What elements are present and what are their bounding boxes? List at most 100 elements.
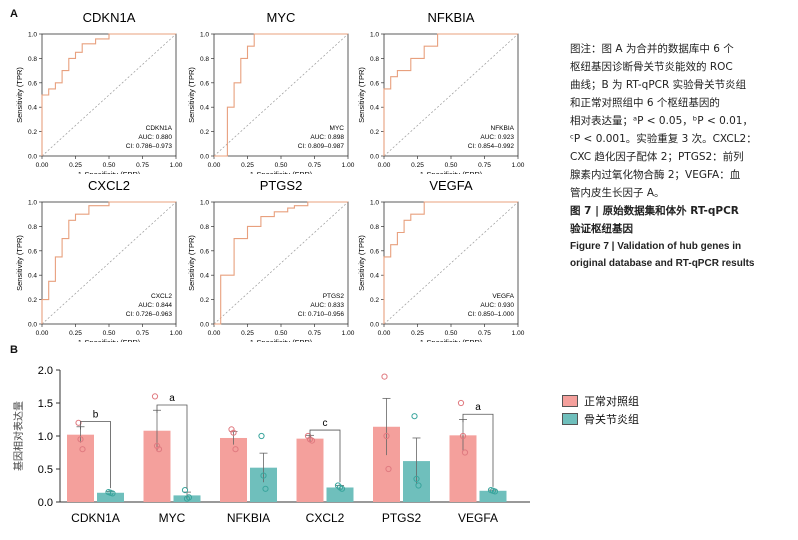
x-tick-label: 0.75 xyxy=(478,162,491,169)
y-tick-label: 0.0 xyxy=(200,154,209,161)
y-tick-label: 1.0 xyxy=(28,32,37,39)
y-tick-label: 1.0 xyxy=(200,32,209,39)
panel-a-label: A xyxy=(10,8,18,20)
bar xyxy=(326,487,354,502)
x-category-label: NFKBIA xyxy=(227,511,270,525)
x-tick-label: 0.50 xyxy=(275,162,288,169)
roc-chart-cxcl2: CXCL2 0.00 0.25 0.50 0.75 1.00 0.0 0.2 0.4 0.6 0.8… xyxy=(15,178,183,342)
data-point xyxy=(181,487,189,494)
x-tick-label: 1.00 xyxy=(342,162,355,169)
x-tick-label: 0.75 xyxy=(308,330,321,337)
x-tick-label: 1.00 xyxy=(170,162,183,169)
roc-auc-label: AUC: 0.844 xyxy=(138,302,172,309)
data-point xyxy=(260,472,267,479)
data-point xyxy=(338,485,346,492)
y-tick-label: 1.0 xyxy=(28,200,37,207)
y-tick-label: 1.0 xyxy=(370,200,379,207)
roc-title: MYC xyxy=(267,10,296,25)
roc-gene-label: CXCL2 xyxy=(151,293,172,300)
roc-auc-label: AUC: 0.898 xyxy=(310,134,344,141)
y-tick-label: 0.2 xyxy=(370,297,379,304)
x-tick-label: 0.75 xyxy=(308,162,321,169)
caption-line: 相对表达量；ᵃP < 0.05，ᵇP < 0.01， xyxy=(570,115,753,127)
x-tick-label: 0.50 xyxy=(445,162,458,169)
x-tick-label: 0.50 xyxy=(445,330,458,337)
data-point xyxy=(79,446,86,453)
caption-line: 和正常对照组中 6 个枢纽基因的 xyxy=(570,97,720,109)
roc-title: CDKN1A xyxy=(83,10,136,25)
caption-line: 枢纽基因诊断骨关节炎能效的 ROC xyxy=(570,61,733,73)
legend-swatch-control xyxy=(562,395,578,407)
roc-chart-ptgs2: PTGS2 0.00 0.25 0.50 0.75 1.00 0.0 0.2 0.4 0.6 0.8… xyxy=(187,178,355,342)
roc-curve xyxy=(383,33,518,156)
roc-curve xyxy=(214,33,348,157)
y-tick-label: 0.0 xyxy=(370,322,379,329)
significance-label: c xyxy=(323,418,328,429)
roc-gene-label: PTGS2 xyxy=(323,293,345,300)
roc-chart-cdkn1a: CDKN1A 0.00 0.25 0.50 0.75 1.00 0.0 0.2 0.4 0.6 0.… xyxy=(15,10,183,174)
x-axis-label: 1-Specificity (FPR) xyxy=(420,170,483,174)
data-point xyxy=(304,432,312,440)
x-axis-label: 1-Specificity (FPR) xyxy=(78,338,141,342)
x-category-label: CXCL2 xyxy=(306,511,345,525)
x-axis-label: 1-Specificity (FPR) xyxy=(250,338,313,342)
roc-ci-label: CI: 0.850–1.000 xyxy=(468,311,515,318)
x-tick-label: 0.50 xyxy=(275,330,288,337)
caption-line: 曲线；B 为 RT-qPCR 实验骨关节炎组 xyxy=(570,79,747,91)
y-axis-label: Sensitivity (TPR) xyxy=(187,67,196,123)
caption-line: CXC 趋化因子配体 2；PTGS2：前列 xyxy=(570,151,744,163)
roc-ci-label: CI: 0.786–0.973 xyxy=(126,143,173,150)
roc-title: VEGFA xyxy=(429,178,473,193)
x-category-label: VEGFA xyxy=(458,511,498,525)
data-point xyxy=(413,475,420,483)
y-tick-label: 0.0 xyxy=(28,322,37,329)
roc-ci-label: CI: 0.854–0.992 xyxy=(468,143,515,150)
figure-title-zh-cont: 验证枢纽基因 xyxy=(570,223,633,235)
roc-gene-label: CDKN1A xyxy=(146,125,173,132)
y-tick-label: 0.6 xyxy=(200,248,209,255)
roc-title: NFKBIA xyxy=(428,10,475,25)
significance-bracket xyxy=(156,404,188,489)
data-point xyxy=(75,419,82,426)
y-tick-label: 0.2 xyxy=(200,129,209,136)
data-point xyxy=(308,437,316,444)
roc-curve xyxy=(41,33,176,156)
bar xyxy=(479,490,507,502)
data-point xyxy=(459,432,467,440)
x-tick-label: 0.00 xyxy=(378,330,391,337)
data-point xyxy=(491,488,499,495)
y-tick-label: 0.2 xyxy=(200,297,209,304)
y-tick-label: 1.0 xyxy=(38,431,53,443)
y-tick-label: 0.8 xyxy=(200,56,209,63)
y-tick-label: 0.2 xyxy=(28,297,37,304)
data-point xyxy=(334,482,342,489)
x-tick-label: 1.00 xyxy=(512,330,525,337)
roc-chart-nfkbia: NFKBIA 0.00 0.25 0.50 0.75 1.00 0.0 0.2 0.4 0.6 0.… xyxy=(357,10,525,174)
roc-auc-label: AUC: 0.833 xyxy=(310,302,344,309)
y-tick-label: 0.4 xyxy=(28,273,37,280)
data-point xyxy=(415,482,422,489)
x-tick-label: 0.25 xyxy=(411,162,424,169)
legend-item-oa: 骨关节炎组 xyxy=(562,410,639,428)
x-tick-label: 0.00 xyxy=(378,162,391,169)
roc-title: CXCL2 xyxy=(88,178,130,193)
data-point xyxy=(109,490,116,497)
x-axis-label: 1-Specificity (FPR) xyxy=(78,170,141,174)
y-tick-label: 1.0 xyxy=(370,32,379,39)
roc-ci-label: CI: 0.710–0.956 xyxy=(298,311,345,318)
bar-legend: 正常对照组 骨关节炎组 xyxy=(562,392,639,428)
y-tick-label: 0.6 xyxy=(370,80,379,87)
x-tick-label: 0.25 xyxy=(241,162,254,169)
x-axis-label: 1-Specificity (FPR) xyxy=(420,338,483,342)
data-point xyxy=(262,485,269,492)
y-tick-label: 2.0 xyxy=(38,365,53,377)
data-point xyxy=(228,426,235,433)
data-point xyxy=(385,465,392,473)
data-point xyxy=(258,432,265,440)
y-axis-label: Sensitivity (TPR) xyxy=(187,235,196,291)
roc-curve xyxy=(41,201,176,324)
x-tick-label: 1.00 xyxy=(512,162,525,169)
y-tick-label: 0.0 xyxy=(370,154,379,161)
data-point xyxy=(383,432,390,440)
roc-auc-label: AUC: 0.923 xyxy=(480,134,514,141)
